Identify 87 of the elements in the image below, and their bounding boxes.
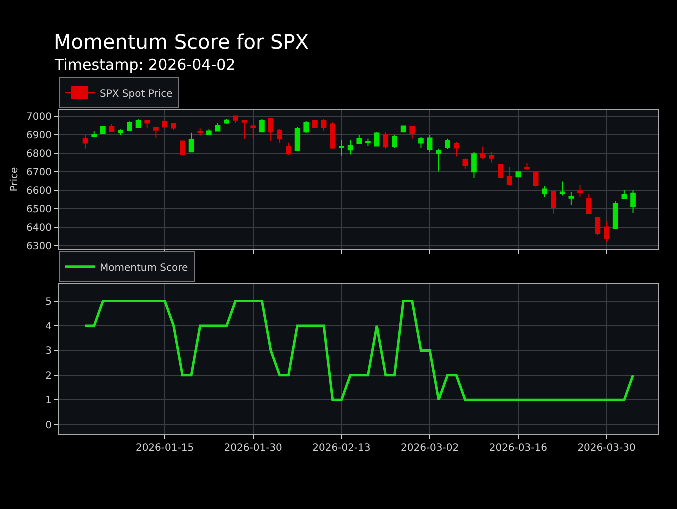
candlestick xyxy=(506,166,512,186)
candlestick xyxy=(260,118,265,133)
x-tick-label: 2026-01-30 xyxy=(224,443,282,454)
candlestick xyxy=(604,220,610,244)
candlestick xyxy=(472,152,477,179)
line-series xyxy=(84,300,635,402)
candlestick xyxy=(144,119,150,130)
candlestick xyxy=(154,127,159,138)
candlestick xyxy=(612,201,618,229)
candlestick xyxy=(410,125,416,140)
candlestick xyxy=(268,118,274,142)
candlestick xyxy=(136,119,142,129)
candlestick xyxy=(330,122,336,150)
candlestick xyxy=(162,120,168,128)
candlestick xyxy=(250,124,256,138)
candlestick xyxy=(206,129,212,136)
candlestick xyxy=(383,132,389,150)
candlestick xyxy=(524,162,530,171)
candlestick xyxy=(568,192,574,206)
candlestick xyxy=(533,171,539,188)
candlestick xyxy=(304,120,310,134)
y-axis-title: Price xyxy=(10,167,21,192)
x-tick-label: 2026-02-13 xyxy=(312,443,371,454)
candlestick xyxy=(586,194,592,214)
candlestick xyxy=(286,142,292,156)
candlestick xyxy=(321,118,327,132)
candlestick xyxy=(392,135,398,149)
candlestick xyxy=(445,138,450,150)
candlestick xyxy=(118,129,124,136)
candlestick xyxy=(630,190,636,214)
candlestick xyxy=(100,126,106,135)
candlestick xyxy=(215,122,221,132)
candlestick xyxy=(498,164,504,178)
y-tick-label: 2 xyxy=(46,370,52,382)
y-tick-label: 6600 xyxy=(26,186,52,198)
candlestick xyxy=(188,132,194,154)
candlestick xyxy=(489,152,495,164)
candlestick xyxy=(312,120,318,129)
y-tick-label: 0 xyxy=(46,420,52,432)
candlestick xyxy=(578,184,583,198)
candlestick xyxy=(542,185,548,198)
legend-label: SPX Spot Price xyxy=(100,88,173,100)
candlestick xyxy=(277,128,283,144)
candlestick xyxy=(480,146,486,160)
candlestick xyxy=(418,136,424,149)
y-tick-label: 7000 xyxy=(26,112,52,124)
candlestick xyxy=(127,121,132,132)
candlestick xyxy=(551,191,556,214)
candlestick xyxy=(224,118,230,125)
y-tick-label: 6900 xyxy=(26,130,52,142)
x-tick-label: 2026-03-02 xyxy=(400,443,460,454)
y-tick-label: 6700 xyxy=(26,168,52,179)
candlestick xyxy=(180,140,186,156)
candlestick xyxy=(171,122,177,131)
x-tick-label: 2026-03-30 xyxy=(578,443,636,454)
y-tick-label: 6300 xyxy=(26,242,52,253)
candlestick xyxy=(462,158,468,170)
candlestick xyxy=(339,139,344,156)
candlestick xyxy=(348,140,354,156)
chart-title: Momentum Score for SPX xyxy=(54,30,310,54)
candlestick xyxy=(622,190,628,200)
candlestick xyxy=(366,138,371,147)
candlestick xyxy=(233,115,238,124)
candlestick xyxy=(356,135,362,145)
chart-subtitle: Timestamp: 2026-04-02 xyxy=(54,56,236,74)
candlestick xyxy=(427,135,433,153)
candlestick xyxy=(516,172,522,178)
candlestick xyxy=(294,127,300,152)
y-tick-label: 5 xyxy=(46,296,52,308)
candlestick xyxy=(436,148,442,172)
y-tick-label: 3 xyxy=(46,346,52,358)
y-tick-label: 4 xyxy=(46,322,52,332)
candlestick xyxy=(92,131,97,138)
candlestick xyxy=(109,124,115,133)
candlestick xyxy=(242,119,248,140)
legend-label: Momentum Score xyxy=(100,262,188,274)
y-tick-label: 6800 xyxy=(26,149,52,160)
y-tick-label: 6400 xyxy=(26,223,52,234)
candlestick xyxy=(454,142,460,158)
y-tick-label: 6500 xyxy=(26,204,52,216)
candlestick xyxy=(560,181,566,196)
candlestick xyxy=(82,135,88,150)
x-tick-label: 2026-01-15 xyxy=(136,443,194,454)
candlestick xyxy=(595,217,601,236)
x-tick-label: 2026-03-16 xyxy=(489,443,548,454)
y-tick-label: 1 xyxy=(46,396,52,407)
candlestick xyxy=(198,128,204,136)
